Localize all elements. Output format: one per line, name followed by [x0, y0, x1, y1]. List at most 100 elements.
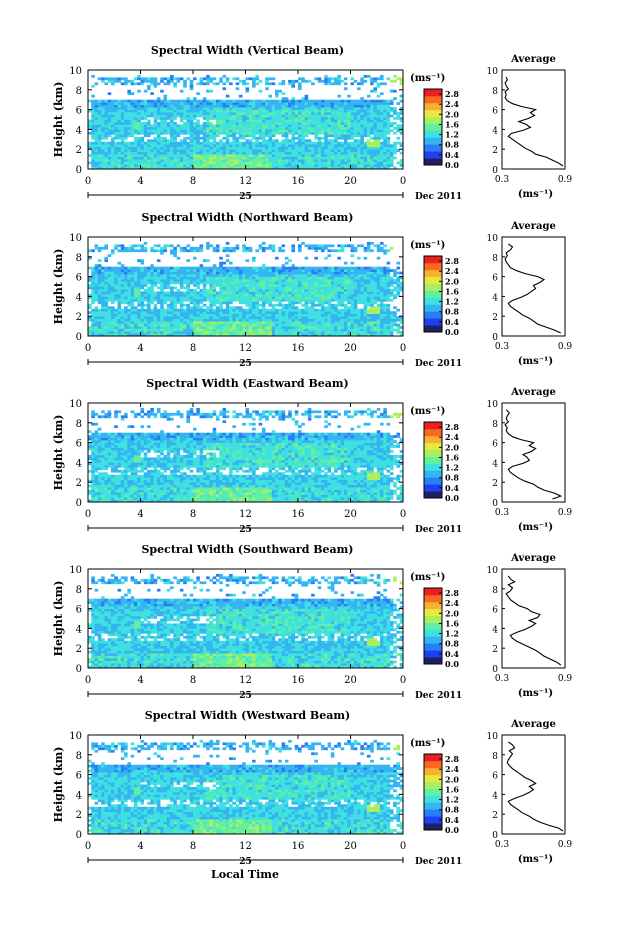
heatmap-cell	[282, 82, 286, 85]
heatmap-cell	[259, 112, 263, 115]
heatmap-cell	[301, 107, 305, 110]
heatmap-cell	[377, 137, 381, 140]
heatmap-cell	[223, 105, 227, 108]
heatmap-cell	[308, 162, 312, 165]
heatmap-cell	[249, 331, 253, 334]
heatmap-cell	[206, 122, 210, 125]
heatmap-cell	[285, 144, 289, 147]
heatmap-cell	[209, 112, 213, 115]
heatmap-cell	[203, 329, 207, 332]
heatmap-cell	[101, 77, 105, 80]
heatmap-cell	[91, 115, 95, 118]
heatmap-cell	[236, 147, 240, 150]
heatmap-cell	[173, 110, 177, 113]
heatmap-cell	[255, 110, 259, 113]
heatmap-cell	[163, 139, 167, 142]
heatmap-cell	[252, 287, 256, 290]
heatmap-cell	[196, 304, 200, 307]
heatmap-cell	[367, 277, 371, 280]
heatmap-cell	[101, 321, 105, 324]
heatmap-cell	[131, 92, 135, 95]
heatmap-cell	[229, 291, 233, 294]
heatmap-cell	[354, 127, 358, 130]
heatmap-cell	[351, 294, 355, 297]
heatmap-cell	[242, 301, 246, 304]
heatmap-cell	[337, 147, 341, 150]
heatmap-cell	[301, 282, 305, 285]
heatmap-cell	[265, 82, 269, 85]
heatmap-cell	[298, 82, 302, 85]
heatmap-cell	[186, 149, 190, 152]
heatmap-cell	[301, 329, 305, 332]
heatmap-cell	[203, 97, 207, 100]
heatmap-cell	[177, 124, 181, 127]
colorbar-tick-label: 1.2	[445, 130, 459, 140]
heatmap-cell	[331, 102, 335, 105]
heatmap-cell	[232, 289, 236, 292]
heatmap-cell	[390, 326, 394, 329]
heatmap-cell	[383, 142, 387, 145]
heatmap-cell	[206, 321, 210, 324]
heatmap-cell	[209, 301, 213, 304]
heatmap-cell	[114, 120, 118, 123]
heatmap-cell	[255, 321, 259, 324]
heatmap-cell	[226, 284, 230, 287]
heatmap-cell	[236, 124, 240, 127]
heatmap-cell	[393, 112, 397, 115]
heatmap-cell	[275, 331, 279, 334]
heatmap-cell	[380, 282, 384, 285]
heatmap-cell	[203, 324, 207, 327]
heatmap-cell	[298, 296, 302, 299]
heatmap-cell	[255, 319, 259, 322]
heatmap-cell	[167, 129, 171, 132]
heatmap-cell	[147, 304, 151, 307]
heatmap-cell	[387, 316, 391, 319]
heatmap-cell	[334, 164, 338, 167]
heatmap-cell	[213, 110, 217, 113]
heatmap-cell	[249, 112, 253, 115]
heatmap-cell	[298, 117, 302, 120]
heatmap-cell	[255, 306, 259, 309]
heatmap-cell	[144, 324, 148, 327]
heatmap-cell	[272, 120, 276, 123]
heatmap-cell	[160, 100, 164, 103]
heatmap-cell	[236, 296, 240, 299]
heatmap-cell	[104, 77, 108, 80]
heatmap-cell	[259, 326, 263, 329]
heatmap-cell	[311, 329, 315, 332]
heatmap-cell	[216, 299, 220, 302]
heatmap-cell	[308, 115, 312, 118]
heatmap-cell	[209, 149, 213, 152]
heatmap-cell	[108, 124, 112, 127]
heatmap-cell	[249, 304, 253, 307]
heatmap-cell	[111, 294, 115, 297]
heatmap-cell	[318, 304, 322, 307]
heatmap-cell	[324, 139, 328, 142]
heatmap-cell	[272, 321, 276, 324]
heatmap-cell	[229, 124, 233, 127]
heatmap-cell	[124, 331, 128, 334]
heatmap-cell	[163, 127, 167, 130]
colorbar-tick-label: 0.0	[445, 160, 459, 170]
heatmap-cell	[170, 162, 174, 165]
heatmap-cell	[328, 316, 332, 319]
heatmap-cell	[390, 311, 394, 314]
heatmap-cell	[278, 144, 282, 147]
heatmap-cell	[334, 102, 338, 105]
heatmap-cell	[252, 112, 256, 115]
heatmap-cell	[144, 100, 148, 103]
heatmap-cell	[157, 142, 161, 145]
heatmap-cell	[108, 134, 112, 137]
heatmap-cell	[370, 127, 374, 130]
heatmap-cell	[255, 287, 259, 290]
heatmap-cell	[147, 132, 151, 135]
heatmap-cell	[200, 137, 204, 140]
heatmap-cell	[380, 301, 384, 304]
heatmap-cell	[118, 80, 122, 83]
heatmap-cell	[347, 120, 351, 123]
heatmap-cell	[334, 100, 338, 103]
heatmap-cell	[141, 279, 145, 282]
heatmap-cell	[268, 115, 272, 118]
heatmap-cell	[118, 110, 122, 113]
heatmap-cell	[213, 329, 217, 332]
